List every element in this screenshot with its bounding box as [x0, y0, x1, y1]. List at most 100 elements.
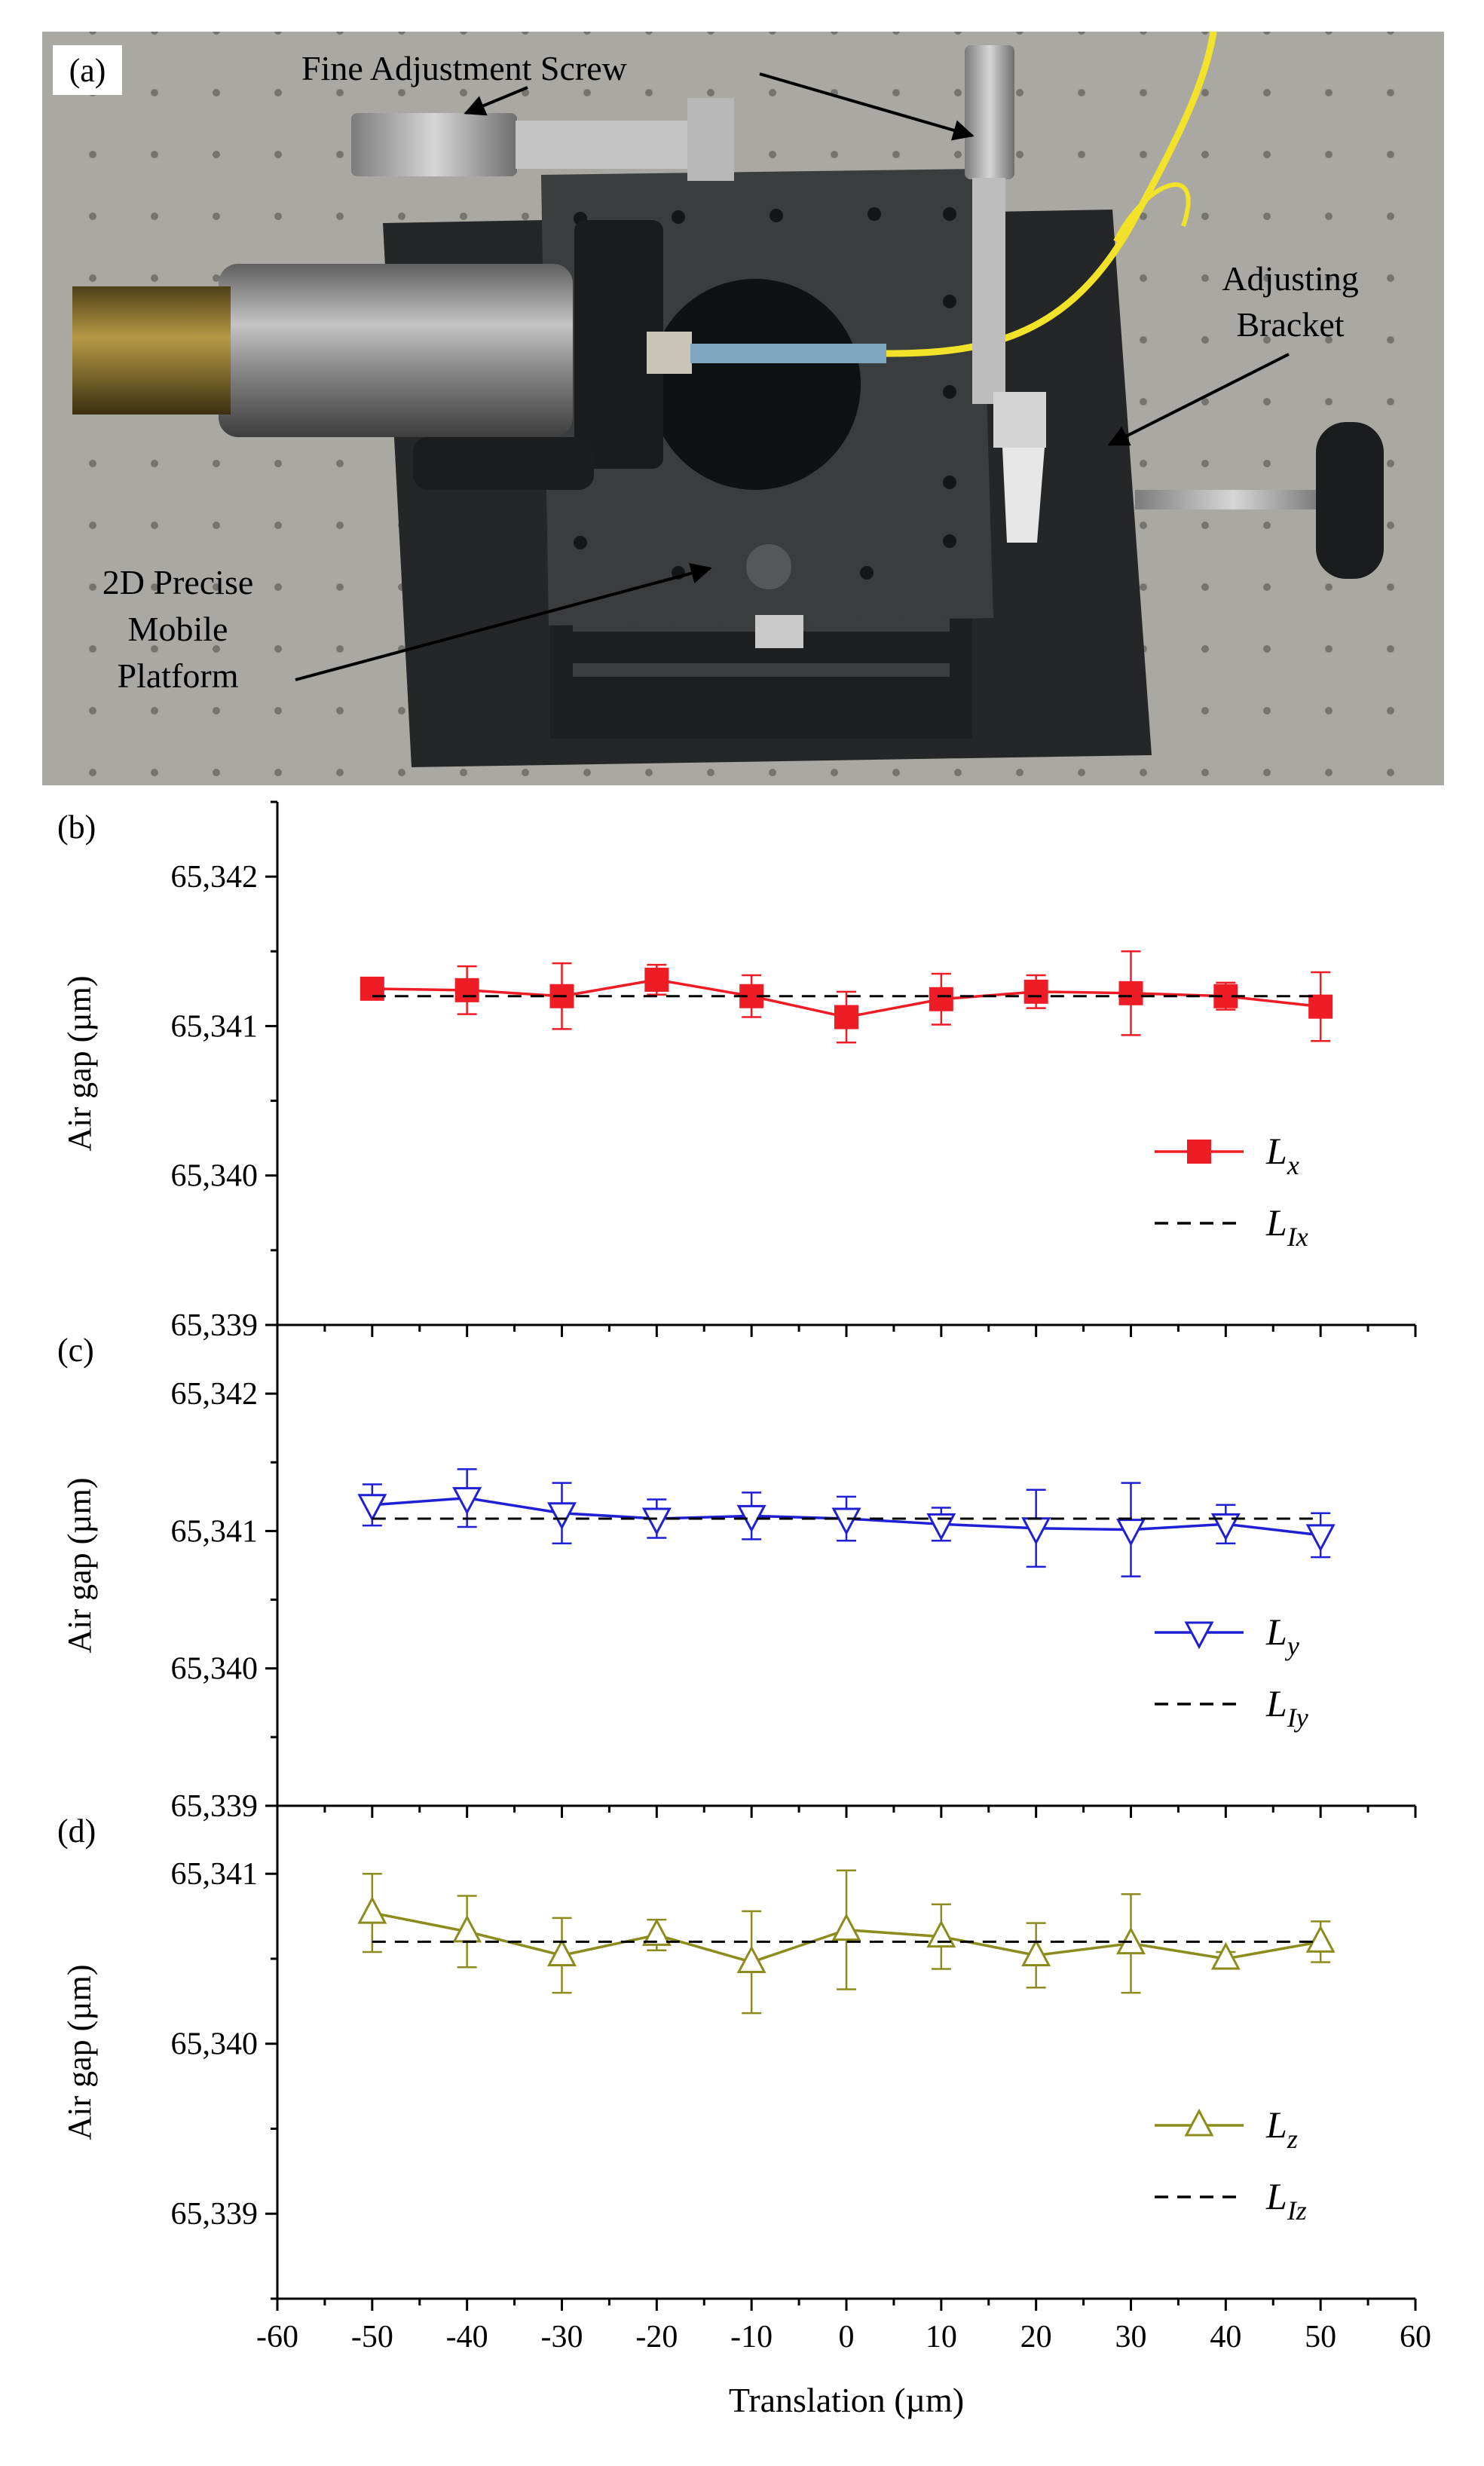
- data-point: [1021, 1938, 1051, 1966]
- charts: (b) 65,339 65,340 65,341 65,342 Air gap (µm) L…: [57, 800, 1431, 2419]
- x-tick-label: 30: [1115, 2320, 1147, 2354]
- data-point: [926, 1513, 956, 1541]
- arrow-adjusting-bracket: [1107, 353, 1290, 446]
- legend-label: LIx: [1265, 1201, 1308, 1252]
- x-tick-label: -40: [446, 2320, 488, 2354]
- x-tick-label: 50: [1305, 2320, 1336, 2354]
- legend-entry-y: Ly: [1155, 1611, 1299, 1661]
- data-point: [929, 987, 953, 1011]
- x-tick-label: -30: [541, 2320, 583, 2354]
- label-platform-line1: 2D Precise: [103, 563, 254, 601]
- chart-panel-2: (d) 65,339 65,340 65,341 Air gap (µm) -60 -50 -…: [57, 1806, 1431, 2419]
- legend-label-subscript: Ix: [1287, 1222, 1308, 1252]
- legend-marker: [1184, 2108, 1214, 2137]
- legend-entry-Ix: LIx: [1155, 1201, 1308, 1252]
- legend-label-subscript: y: [1285, 1631, 1299, 1661]
- y-tick-label: 65,340: [171, 1159, 259, 1194]
- legend-label: LIy: [1265, 1682, 1308, 1733]
- data-point: [357, 1494, 387, 1522]
- y-tick-label: 65,339: [171, 1789, 259, 1824]
- lens-mount: [574, 220, 663, 469]
- label-platform-line3: Platform: [118, 656, 239, 695]
- legend-entry-z: Lz: [1155, 2103, 1298, 2154]
- y-tick-label: 65,340: [171, 1652, 259, 1687]
- data-point: [357, 1895, 387, 1924]
- y-tick-label: 65,339: [171, 2197, 259, 2232]
- legend-label: Lx: [1265, 1130, 1299, 1180]
- x-axis-label: Translation (µm): [729, 2381, 964, 2419]
- data-point: [831, 1507, 861, 1536]
- collimator-brass: [72, 286, 231, 415]
- data-point: [1305, 1524, 1336, 1553]
- data-point: [547, 1938, 577, 1966]
- legend-label-subscript: Iz: [1287, 2195, 1307, 2226]
- data-point: [547, 1502, 577, 1530]
- data-point: [1210, 1513, 1241, 1541]
- photo-label-box: [53, 45, 122, 95]
- fine-screw-side-thimble: [965, 45, 1014, 179]
- fiber-jacket: [690, 344, 886, 363]
- y-tick-label: 65,342: [171, 1377, 259, 1412]
- data-point: [452, 1487, 482, 1515]
- handle-knob: [1316, 422, 1384, 579]
- adjusting-bracket-wedge: [1002, 448, 1045, 543]
- x-tick-label: 0: [839, 2320, 855, 2354]
- panel-label: (c): [57, 1332, 94, 1369]
- data-point: [1024, 979, 1048, 1004]
- fine-screw-side-barrel: [972, 178, 1005, 404]
- fine-screw-top-bracket: [687, 98, 734, 181]
- data-point: [644, 967, 669, 992]
- legend-entry-Iy: LIy: [1155, 1682, 1308, 1733]
- y-tick-label: 65,339: [171, 1308, 259, 1343]
- y-tick-label: 65,341: [171, 1514, 259, 1549]
- handle-rod: [1135, 490, 1331, 509]
- legend-marker: [1184, 1621, 1214, 1650]
- data-point: [1116, 1519, 1146, 1547]
- data-point: [641, 1507, 672, 1536]
- collimator-knurled: [219, 264, 573, 437]
- data-point: [831, 1913, 861, 1941]
- platform-holes: [574, 207, 956, 580]
- legend-label-subscript: x: [1287, 1150, 1299, 1180]
- x-tick-label: 40: [1210, 2320, 1241, 2354]
- series-y: [357, 1468, 1336, 1577]
- mount-knob: [413, 437, 594, 490]
- x-tick-label: -10: [730, 2320, 773, 2354]
- data-point: [1210, 1941, 1241, 1970]
- y-tick-label: 65,340: [171, 2027, 259, 2062]
- arrow-fine-screw-side: [759, 72, 975, 141]
- x-tick-label: -60: [256, 2320, 298, 2354]
- platform-screw: [746, 544, 791, 589]
- x-tick-label: -20: [635, 2320, 678, 2354]
- panel-label: (d): [57, 1813, 96, 1850]
- data-point: [1308, 994, 1333, 1019]
- fine-screw-top-barrel: [516, 121, 689, 169]
- adjusting-bracket-block: [993, 392, 1046, 448]
- platform-nut: [755, 615, 803, 648]
- data-point: [834, 1005, 858, 1030]
- y-tick-label: 65,342: [171, 860, 259, 895]
- fiber-connector: [647, 332, 692, 374]
- series-x: [360, 950, 1333, 1044]
- y-axis-label: Air gap (µm): [61, 1964, 98, 2140]
- label-fine-adjustment-screw: Fine Adjustment Screw: [301, 49, 628, 87]
- data-point: [736, 1945, 766, 1973]
- legend-marker: [1187, 1140, 1211, 1164]
- photo-panel: (a) Fine Adjustment Screw Adjusting Brac…: [42, 31, 1444, 785]
- y-tick-label: 65,341: [171, 1009, 259, 1044]
- legend-label: Lz: [1265, 2103, 1298, 2154]
- label-adjusting-bracket-line1: Adjusting: [1222, 259, 1358, 298]
- legend-label: LIz: [1265, 2175, 1307, 2226]
- x-tick-label: -50: [351, 2320, 393, 2354]
- legend-label: Ly: [1265, 1611, 1299, 1661]
- x-tick-label: 20: [1020, 2320, 1052, 2354]
- data-point: [1118, 981, 1143, 1005]
- label-adjusting-bracket-line2: Bracket: [1236, 305, 1344, 344]
- platform-aperture: [650, 279, 861, 490]
- arrow-platform: [295, 563, 712, 681]
- data-point: [641, 1918, 672, 1946]
- series-z: [357, 1869, 1336, 2015]
- fine-screw-top-thimble: [351, 113, 517, 176]
- x-tick-label: 10: [926, 2320, 957, 2354]
- chart-panel-1: (c) 65,339 65,340 65,341 65,342 Air gap (µm) L…: [57, 1323, 1417, 1824]
